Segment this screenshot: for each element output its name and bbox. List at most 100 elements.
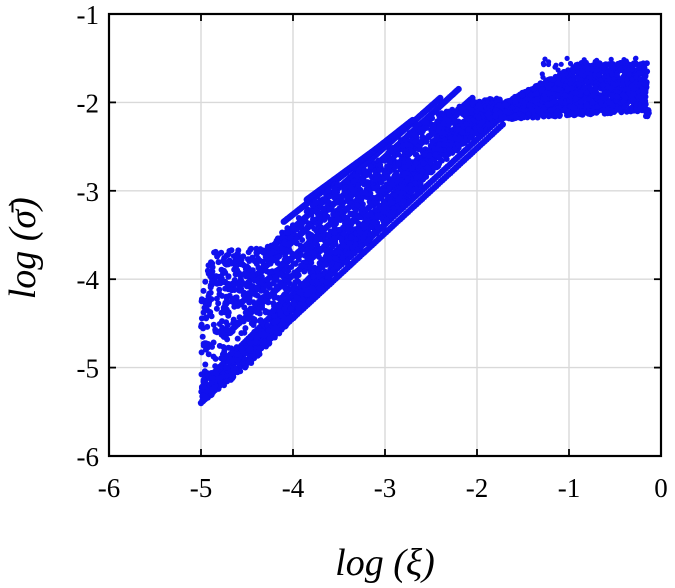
scatter-point xyxy=(374,224,381,231)
scatter-point xyxy=(380,204,387,211)
scatter-point xyxy=(234,357,241,364)
scatter-point xyxy=(429,138,436,145)
scatter-point xyxy=(226,292,233,299)
scatter-point xyxy=(286,247,293,254)
scatter-point xyxy=(285,229,291,236)
scatter-point xyxy=(340,230,347,237)
scatter-point xyxy=(300,282,307,289)
scatter-point xyxy=(383,216,390,223)
scatter-point xyxy=(252,277,258,284)
scatter-point xyxy=(306,237,313,244)
scatter-point xyxy=(446,147,453,154)
scatter-point xyxy=(406,130,413,136)
scatter-point xyxy=(225,359,232,366)
scatter-point xyxy=(234,335,241,342)
scatter-point xyxy=(255,298,262,305)
scatter-point xyxy=(200,287,207,294)
scatter-points xyxy=(197,55,652,407)
scatter-point xyxy=(435,127,442,134)
scatter-point xyxy=(362,169,369,176)
scatter-point xyxy=(264,243,271,250)
scatter-point xyxy=(213,273,220,280)
scatter-point xyxy=(336,248,343,255)
scatter-point xyxy=(226,248,233,254)
scatter-point xyxy=(378,179,385,186)
scatter-point xyxy=(318,227,325,234)
scatter-point xyxy=(312,239,319,246)
scatter-point xyxy=(219,329,226,336)
scatter-point xyxy=(340,224,346,231)
scatter-point xyxy=(255,255,262,262)
scatter-point xyxy=(400,198,407,205)
scatter-point xyxy=(395,160,402,167)
scatter-point xyxy=(303,247,310,254)
scatter-point xyxy=(367,200,374,207)
scatter-point xyxy=(298,262,305,269)
scatter-point xyxy=(333,212,340,219)
scatter-point xyxy=(293,294,300,301)
scatter-point xyxy=(336,205,343,212)
scatter-point xyxy=(254,309,260,316)
scatter-point xyxy=(225,309,232,316)
scatter-point xyxy=(277,280,284,287)
scatter-point xyxy=(324,199,331,206)
scatter-point xyxy=(208,296,215,303)
scatter-point xyxy=(470,99,477,106)
scatter-point xyxy=(299,220,306,227)
scatter-point xyxy=(340,242,347,249)
scatter-point xyxy=(305,298,312,305)
scatter-point xyxy=(294,309,301,316)
scatter-point xyxy=(423,173,430,180)
scatter-point xyxy=(293,253,300,259)
scatter-point xyxy=(199,397,206,404)
scatter-point xyxy=(324,273,331,280)
scatter-point xyxy=(316,285,322,292)
scatter-point xyxy=(351,218,358,224)
scatter-point xyxy=(232,263,239,270)
scatter-point xyxy=(207,309,214,316)
scatter-point xyxy=(463,109,470,116)
scatter-point xyxy=(431,164,438,171)
scatter-point xyxy=(267,269,274,275)
scatter-point xyxy=(360,234,367,240)
scatter-point xyxy=(204,323,211,330)
scatter-point xyxy=(259,268,266,275)
scatter-point xyxy=(404,175,411,182)
scatter-point xyxy=(286,241,292,248)
scatter-point xyxy=(279,320,286,327)
scatter-point xyxy=(290,260,297,267)
scatter-point xyxy=(207,284,214,291)
scatter-point xyxy=(227,350,234,357)
scatter-point xyxy=(293,235,300,242)
scatter-point xyxy=(400,125,407,133)
scatter-point xyxy=(260,331,267,337)
scatter-point xyxy=(249,271,256,278)
scatter-point xyxy=(351,189,358,195)
scatter-point xyxy=(209,375,216,382)
scatter-point xyxy=(475,102,482,109)
scatter-point xyxy=(367,163,374,170)
scatter-point xyxy=(205,341,212,347)
scatter-point xyxy=(202,278,209,285)
scatter-point xyxy=(281,305,288,312)
scatter-point xyxy=(236,314,243,321)
scatter-point xyxy=(330,201,337,208)
scatter-point xyxy=(409,116,416,124)
scatter-point xyxy=(231,299,238,306)
scatter-point xyxy=(203,315,210,322)
scatter-point xyxy=(301,268,308,275)
scatter-point xyxy=(419,168,426,175)
scatter-point xyxy=(477,127,484,134)
scatter-point xyxy=(475,114,482,121)
scatter-point xyxy=(423,125,430,131)
scatter-point xyxy=(237,272,244,279)
scatter-point xyxy=(214,329,220,336)
scatter-point xyxy=(377,161,383,168)
scatter-point xyxy=(332,241,339,248)
scatter-point xyxy=(273,329,280,336)
scatter-point xyxy=(202,361,209,368)
scatter-point xyxy=(254,352,261,359)
scatter-point xyxy=(201,304,208,311)
scatter-point xyxy=(397,190,404,197)
